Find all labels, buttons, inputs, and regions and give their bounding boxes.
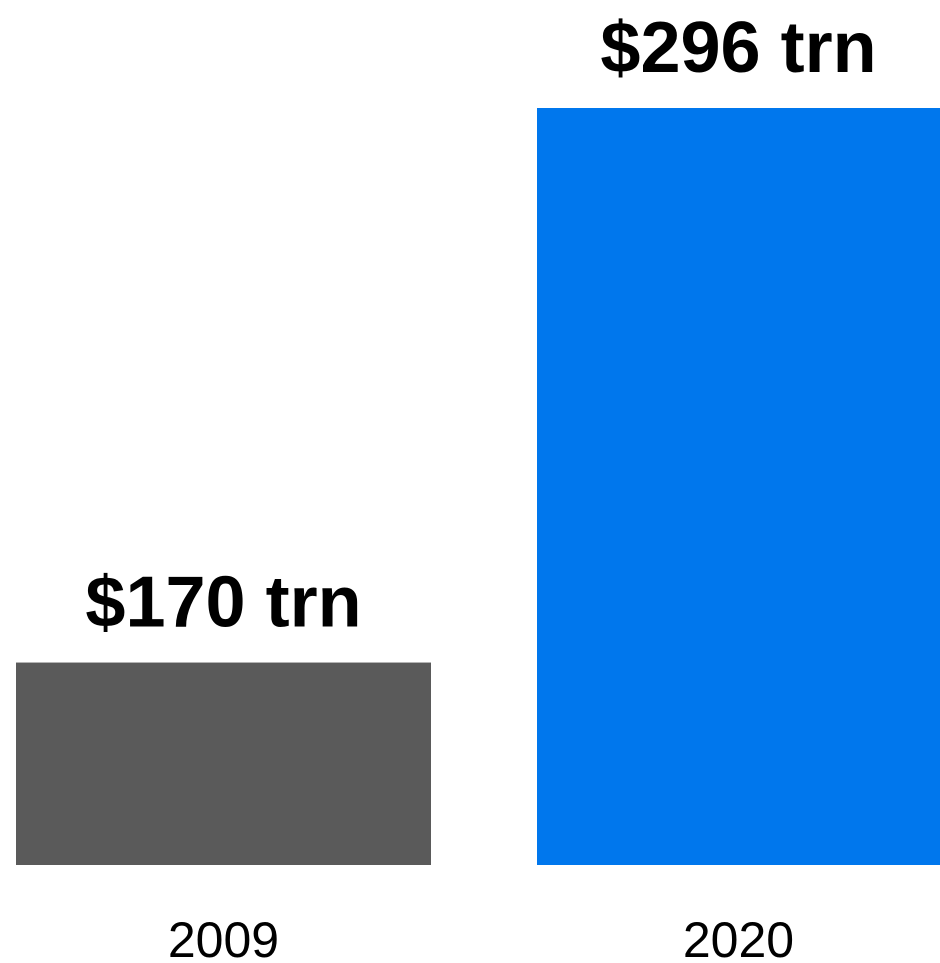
bar-2020 (537, 108, 940, 865)
bar-2009 (16, 662, 431, 865)
category-label-2009: 2009 (168, 912, 279, 963)
bars-group (16, 108, 940, 865)
value-label-2009: $170 trn (85, 563, 361, 643)
value-label-2020: $296 trn (600, 8, 876, 88)
category-labels-group: 2009 2020 (168, 912, 794, 963)
value-labels-group: $170 trn $296 trn (85, 8, 876, 643)
category-label-2020: 2020 (683, 912, 794, 963)
